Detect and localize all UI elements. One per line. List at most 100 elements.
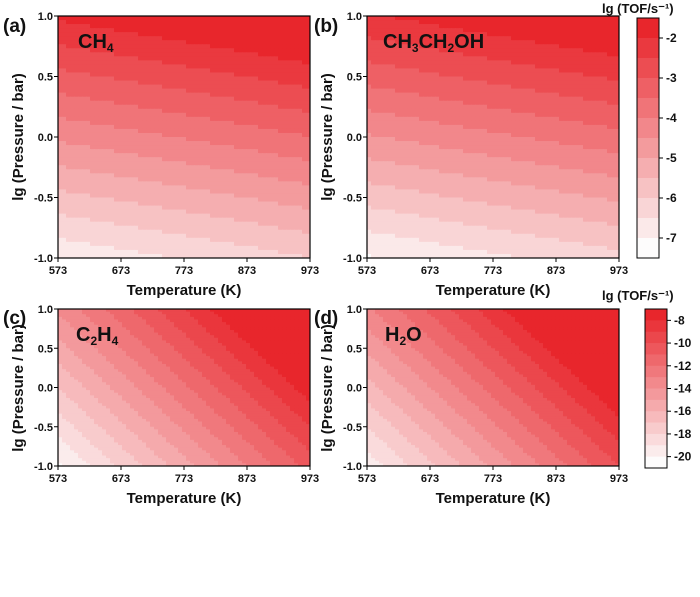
heat-cell [607,36,612,41]
heat-cell [162,36,167,41]
heat-cell [58,120,63,126]
heat-cell [254,68,259,74]
heat-cell [214,209,219,215]
heat-cell [202,213,207,219]
heat-cell [258,84,263,90]
heat-cell [194,165,199,170]
heat-cell [174,100,179,106]
heat-cell [122,149,127,154]
heat-cell [599,68,604,74]
heat-cell [431,68,436,74]
heat-cell [495,28,500,33]
heat-cell [415,64,420,70]
heat-cell [114,100,119,106]
heat-cell [166,253,171,258]
heat-cell [595,28,600,33]
heat-cell [230,145,235,150]
heat-cell [114,24,119,29]
heat-cell [278,48,283,53]
heat-cell [282,120,287,126]
heat-cell [162,112,167,118]
heat-cell [178,52,183,57]
heat-cell [523,84,528,90]
heat-cell [102,189,107,195]
heat-cell [230,120,235,126]
heat-cell [519,44,524,49]
heat-cell [74,112,79,118]
heat-cell [559,52,564,57]
heat-cell [266,229,271,235]
heat-cell [246,100,251,106]
heat-cell [282,237,287,243]
heat-cell [571,48,576,53]
heat-cell [262,32,267,37]
heat-cell [270,116,275,122]
heat-cell [190,149,195,154]
heat-cell [615,52,619,57]
heat-cell [238,124,243,130]
heat-cell [523,48,528,53]
heat-cell [150,96,155,102]
heat-cell [206,96,211,102]
heat-cell [62,233,67,239]
heat-cell [258,80,263,86]
heat-cell [210,161,215,166]
heat-cell [210,253,215,258]
heat-cell [162,145,167,150]
heat-cell [615,40,619,45]
heat-cell [270,64,275,70]
heat-cell [222,124,227,130]
heat-cell [78,149,83,154]
heat-cell [154,120,159,126]
heat-cell [270,141,275,146]
heat-cell [563,64,568,70]
y-axis-label: lg (Pressure / bar) [10,73,27,201]
heat-cell [90,60,95,65]
heat-cell [70,233,75,239]
heat-cell [154,209,159,215]
heat-cell [78,201,83,207]
heat-cell [238,241,243,247]
heat-cell [294,56,299,61]
heat-cell [435,28,440,33]
heat-cell [134,221,139,227]
heat-cell [130,36,135,41]
heat-cell [90,217,95,223]
heat-cell [98,225,103,231]
heat-cell [306,229,310,235]
heat-cell [202,76,207,82]
heat-cell [166,197,171,203]
heat-cell [166,60,171,65]
heat-cell [166,44,171,49]
heat-cell [58,241,63,247]
heat-cell [250,64,255,70]
heat-cell [186,145,191,150]
heat-cell [246,20,251,25]
heat-cell [218,64,223,70]
heat-cell [210,116,215,122]
heat-cell [218,177,223,182]
heat-cell [74,193,79,199]
heat-cell [146,120,151,126]
heat-cell [218,161,223,166]
heat-cell [158,253,163,258]
heat-cell [286,141,291,146]
heat-cell [114,32,119,37]
heat-cell [82,229,87,235]
heat-cell [579,40,584,45]
heat-cell [551,52,556,57]
heat-cell [523,40,528,45]
heat-cell [234,229,239,235]
heat-cell [138,100,143,106]
heat-cell [222,76,227,82]
heat-cell [190,181,195,186]
heat-cell [150,52,155,57]
heat-cell [158,217,163,223]
heat-cell [70,237,75,243]
heat-cell [134,237,139,243]
heat-cell [174,209,179,215]
heat-cell [146,84,151,90]
heat-cell [266,80,271,86]
heat-cell [571,24,576,29]
heat-cell [270,241,275,247]
